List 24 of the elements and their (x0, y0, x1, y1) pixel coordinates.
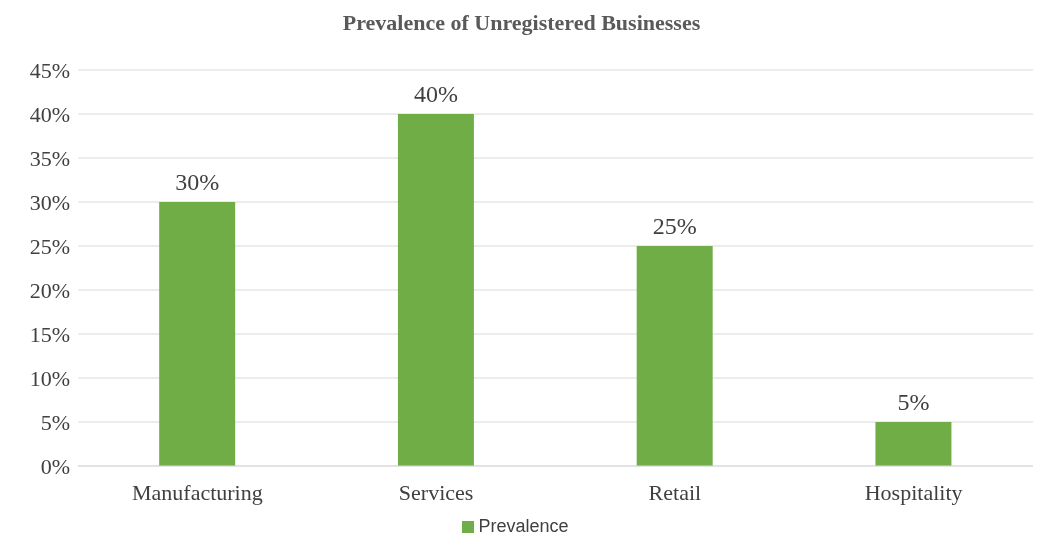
y-tick-label: 10% (29, 365, 70, 391)
y-tick-label: 35% (29, 145, 70, 171)
legend-label: Prevalence (478, 516, 569, 536)
data-label: 40% (413, 81, 458, 107)
y-tick-label: 0% (40, 453, 70, 479)
y-tick-label: 40% (29, 101, 70, 127)
y-tick-label: 30% (29, 189, 70, 215)
y-tick-label: 20% (29, 277, 70, 303)
bar (159, 202, 236, 466)
y-tick-label: 15% (29, 321, 70, 347)
x-tick-label: Services (398, 479, 474, 505)
chart-title: Prevalence of Unregistered Businesses (341, 9, 702, 37)
y-tick-label: 25% (29, 233, 70, 259)
bar (875, 422, 952, 466)
y-tick-label: 45% (29, 57, 70, 83)
x-tick-label: Hospitality (864, 479, 963, 505)
y-tick-label: 5% (40, 409, 70, 435)
data-label: 25% (652, 213, 697, 239)
bar (397, 114, 474, 466)
x-tick-label: Manufacturing (132, 479, 263, 505)
bar (636, 246, 713, 466)
data-label: 30% (175, 169, 220, 195)
data-label: 5% (897, 389, 930, 415)
x-tick-label: Retail (648, 479, 702, 505)
